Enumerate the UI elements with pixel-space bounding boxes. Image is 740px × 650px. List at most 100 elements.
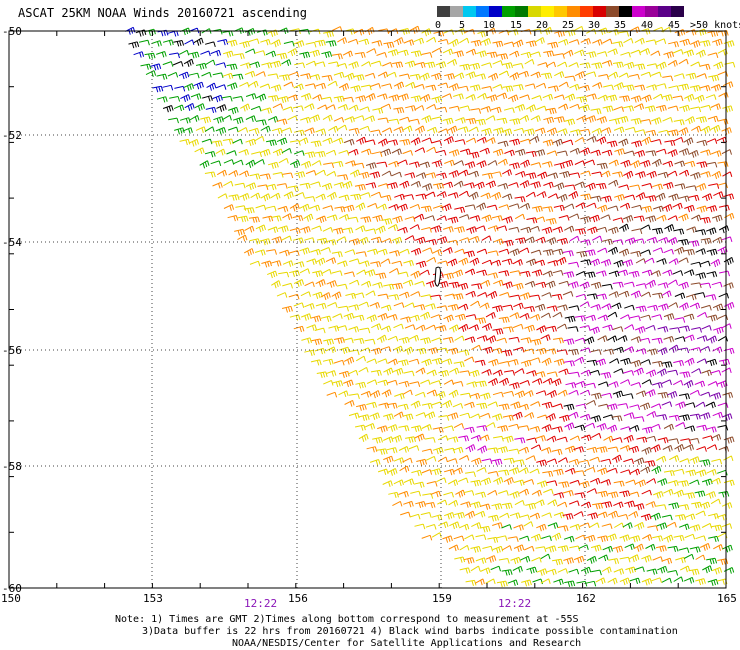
wind-barb [695, 183, 707, 191]
wind-barb [635, 283, 647, 289]
wind-barb [471, 344, 482, 351]
wind-barb [255, 224, 266, 233]
wind-barb [162, 39, 174, 46]
wind-barb [592, 39, 603, 46]
wind-barb [377, 468, 389, 475]
wind-barb [531, 489, 542, 497]
wind-barb [678, 58, 689, 65]
wind-barb [642, 534, 653, 541]
wind-barb [600, 127, 612, 134]
wind-barb [576, 96, 588, 103]
wind-barb [257, 184, 269, 191]
wind-barb [613, 106, 624, 112]
wind-barb [497, 425, 509, 432]
wind-barb [377, 293, 389, 300]
wind-barb [234, 228, 245, 236]
wind-barb [525, 502, 536, 510]
wind-barb [553, 162, 565, 169]
wind-barb [387, 468, 398, 476]
wind-barb [366, 314, 377, 323]
wind-barb [353, 292, 365, 299]
wind-barb [640, 513, 652, 521]
wind-barb [314, 327, 326, 334]
wind-barb [261, 107, 273, 114]
wind-barb [317, 104, 328, 111]
wind-barb [645, 369, 657, 378]
wind-barb [460, 501, 471, 508]
wind-barb [568, 568, 580, 575]
wind-barb [507, 29, 519, 36]
wind-barb [498, 316, 510, 324]
wind-barb [620, 159, 631, 168]
scale-swatch [580, 6, 593, 17]
wind-barb [315, 169, 326, 176]
wind-barb [447, 239, 459, 246]
wind-barb [546, 389, 557, 398]
wind-barb [546, 150, 558, 157]
wind-barb [628, 445, 640, 454]
wind-barb [282, 106, 294, 113]
wind-barb [399, 180, 410, 189]
wind-barb [469, 215, 481, 222]
wind-barb [426, 256, 437, 263]
wind-barb [173, 104, 185, 112]
wind-barb [469, 369, 480, 378]
wind-barb [232, 138, 243, 145]
wind-barb [545, 107, 557, 115]
wind-barb [342, 337, 354, 344]
wind-barb [509, 270, 521, 276]
wind-barb [645, 389, 656, 398]
wind-barb [444, 73, 455, 80]
wind-barb [574, 356, 585, 364]
wind-barb [641, 183, 653, 189]
wind-barb [414, 61, 426, 69]
wind-barb [553, 116, 565, 123]
wind-barb [435, 325, 447, 333]
wind-barb [414, 280, 425, 287]
wind-barb [646, 84, 657, 91]
wind-barb [404, 302, 415, 308]
wind-barb [713, 191, 724, 198]
wind-barb [675, 514, 686, 521]
wind-barb [678, 83, 690, 91]
wind-barb [633, 238, 645, 245]
wind-barb [430, 490, 441, 498]
wind-barb [641, 426, 653, 434]
wind-barb [519, 312, 530, 320]
wind-barb [349, 393, 360, 400]
wind-barb [272, 172, 284, 178]
wind-barb [635, 171, 646, 179]
wind-barb [557, 304, 568, 311]
wind-barb [576, 115, 587, 123]
wind-barb [673, 49, 684, 55]
wind-barb [359, 327, 371, 334]
scale-swatch [593, 6, 606, 17]
wind-barb [662, 269, 673, 277]
wind-barb [580, 38, 591, 45]
wind-barb [536, 480, 548, 488]
wind-barb [493, 435, 504, 442]
wind-barb [525, 191, 536, 198]
wind-barb [487, 471, 499, 477]
wind-barb [618, 290, 630, 298]
wind-barb [640, 314, 652, 321]
wind-barb [600, 259, 612, 267]
wind-barb [397, 271, 409, 278]
wind-barb [353, 314, 365, 321]
wind-barb [200, 50, 211, 57]
wind-barb [679, 565, 691, 573]
wind-barb [524, 412, 535, 419]
wind-barb [380, 103, 392, 110]
wind-barb [552, 248, 564, 255]
wind-barb [343, 379, 354, 388]
wind-barb [591, 127, 602, 135]
wind-barb [611, 437, 623, 443]
wind-barb [497, 446, 508, 454]
wind-barb [311, 338, 323, 346]
wind-barb [442, 272, 454, 280]
wind-barb [579, 281, 590, 290]
wind-barb [586, 488, 597, 494]
wind-barb [487, 272, 498, 279]
scale-label: 30 [587, 20, 601, 31]
wind-barb [410, 247, 422, 256]
